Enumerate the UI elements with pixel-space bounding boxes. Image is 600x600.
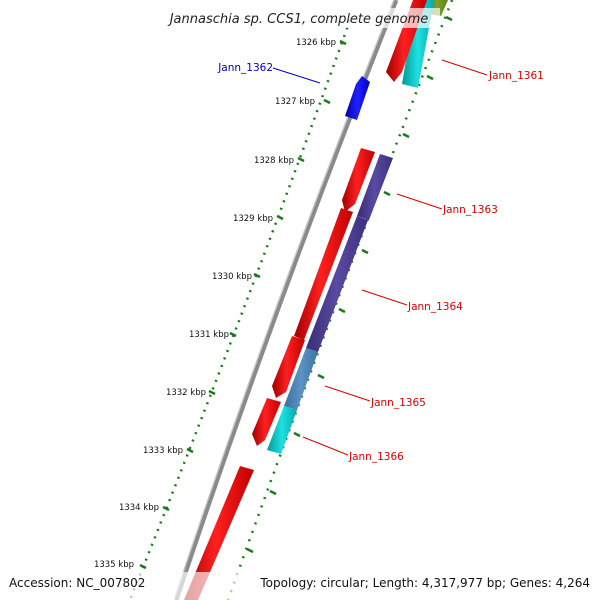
tick-label: 1327 kbp bbox=[275, 97, 315, 107]
gene-label-jann-1363[interactable]: Jann_1363 bbox=[442, 204, 498, 216]
tick-label: 1326 kbp bbox=[296, 38, 336, 48]
leader-lines bbox=[272, 59, 488, 456]
gene-labels: Jann_1361 Jann_1362 Jann_1363 Jann_1364 … bbox=[217, 62, 544, 463]
cds-jann-1363 bbox=[342, 148, 375, 212]
cds-jann-1366 bbox=[252, 398, 281, 446]
inner-tick-ring bbox=[226, 0, 454, 600]
gene-label-jann-1364[interactable]: Jann_1364 bbox=[407, 301, 463, 313]
tick-label: 1332 kbp bbox=[166, 388, 206, 398]
tick-label: 1335 kbp bbox=[94, 560, 134, 570]
tick-label: 1328 kbp bbox=[254, 156, 294, 166]
tick-label: 1333 kbp bbox=[143, 446, 183, 456]
gene-label-jann-1366[interactable]: Jann_1366 bbox=[348, 451, 404, 463]
map-title: Jannaschia sp. CCS1, complete genome bbox=[167, 12, 429, 27]
cds-jann-1362 bbox=[345, 76, 370, 120]
tick-label: 1331 kbp bbox=[189, 330, 229, 340]
genome-summary: Topology: circular; Length: 4,317,977 bp… bbox=[259, 576, 590, 590]
cog-track bbox=[267, 0, 448, 454]
cds-jann-1365 bbox=[272, 336, 305, 398]
inner-ticks bbox=[246, 15, 453, 554]
gene-label-jann-1361[interactable]: Jann_1361 bbox=[488, 70, 544, 82]
tick-label: 1334 kbp bbox=[119, 503, 159, 513]
cog-feature-purple-1364 bbox=[306, 216, 368, 352]
cog-feature-steel-1365 bbox=[284, 348, 318, 410]
scale-ring bbox=[128, 19, 352, 600]
scale-ticks bbox=[139, 39, 347, 570]
tick-label: 1329 kbp bbox=[233, 214, 273, 224]
axis-labels: 1326 kbp 1327 kbp 1328 kbp 1329 kbp 1330… bbox=[94, 38, 336, 570]
forward-cds-track bbox=[184, 0, 427, 600]
cog-feature-cyan-1366 bbox=[267, 406, 297, 454]
gene-label-jann-1362[interactable]: Jann_1362 bbox=[217, 62, 273, 74]
accession-label: Accession: NC_007802 bbox=[9, 576, 145, 590]
cds-jann-1364 bbox=[294, 208, 353, 340]
cds-next bbox=[184, 466, 254, 600]
gene-label-jann-1365[interactable]: Jann_1365 bbox=[370, 397, 426, 409]
tick-label: 1330 kbp bbox=[212, 272, 252, 282]
cog-feature-purple-1363 bbox=[357, 154, 393, 220]
